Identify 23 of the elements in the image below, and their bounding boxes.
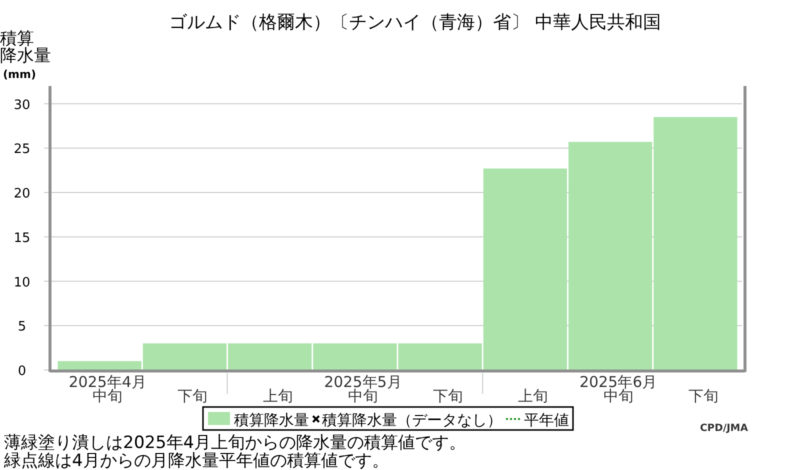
y-tick-label: 0 [18,364,26,379]
x-tick-label: 2025年5月中旬 [324,373,402,405]
y-tick-label: 15 [14,230,30,246]
x-tick-label: 2025年6月中旬 [579,373,658,405]
legend-label: 平年値 [524,411,569,429]
x-tick-label: 2025年4月中旬 [68,373,146,405]
x-tick-label: 下旬 [433,387,464,405]
x-tick-label: 上旬 [262,387,293,405]
y-tick-label: 10 [14,275,30,290]
legend-label: 積算降水量（データなし） [322,411,502,429]
x-tick-label: 上旬 [518,387,548,405]
text: CPD/JMA [700,423,748,434]
legend-label: 積算降水量 [234,411,309,429]
x-tick-label: 下旬 [178,387,208,405]
x-tick-label: 下旬 [688,387,718,405]
text: 緑点線は4月からの月降水量平年値の積算値です。 [3,451,389,470]
chart-title: ゴルムド（格爾木）〔チンハイ（青海）省〕 中華人民共和国 [169,12,661,33]
y-axis-title: 積算降水量(mm) [0,29,51,81]
y-tick-label: 5 [18,320,26,335]
y-tick-label: 30 [14,98,30,113]
y-tick-label: 25 [14,142,30,158]
y-tick-label: 20 [14,186,30,202]
text: 薄緑塗り潰しは2025年4月上旬からの降水量の積算値です。 [4,433,466,453]
